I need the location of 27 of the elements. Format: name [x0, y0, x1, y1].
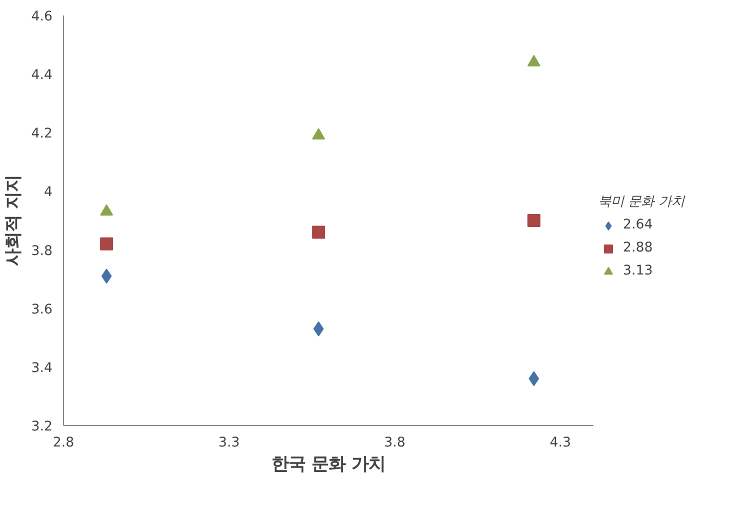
y-tick-label: 3.8 — [31, 244, 53, 259]
y-tick-label: 3.2 — [31, 420, 53, 434]
point — [528, 371, 540, 386]
point — [101, 268, 112, 284]
point — [312, 128, 326, 140]
legend-label: 2.64 — [623, 218, 653, 232]
legend-label: 2.88 — [623, 240, 653, 256]
y-tick-label: 4.4 — [31, 68, 53, 84]
point — [313, 321, 324, 336]
x-tick-label: 3.8 — [384, 436, 406, 450]
x-tick-label: 2.8 — [52, 436, 74, 450]
point — [312, 226, 326, 239]
y-axis-title: 사회적 지지 — [3, 174, 24, 266]
y-tick-label: 3.4 — [31, 360, 53, 376]
y-tick-label: 3.6 — [31, 302, 53, 318]
point — [100, 237, 114, 250]
legend-title: 북미 문화 가치 — [598, 193, 684, 210]
y-tick-label: 4 — [44, 185, 53, 200]
point — [527, 214, 540, 227]
y-tick-label: 4.2 — [31, 126, 53, 142]
point — [527, 54, 540, 66]
x-tick-label: 4.3 — [550, 436, 571, 450]
y-tick-label: 4.6 — [31, 10, 53, 24]
point — [100, 204, 114, 216]
x-tick-label: 3.3 — [218, 436, 240, 450]
x-axis-title: 한국 문화 가치 — [271, 454, 386, 474]
legend-label: 3.13 — [623, 264, 653, 278]
